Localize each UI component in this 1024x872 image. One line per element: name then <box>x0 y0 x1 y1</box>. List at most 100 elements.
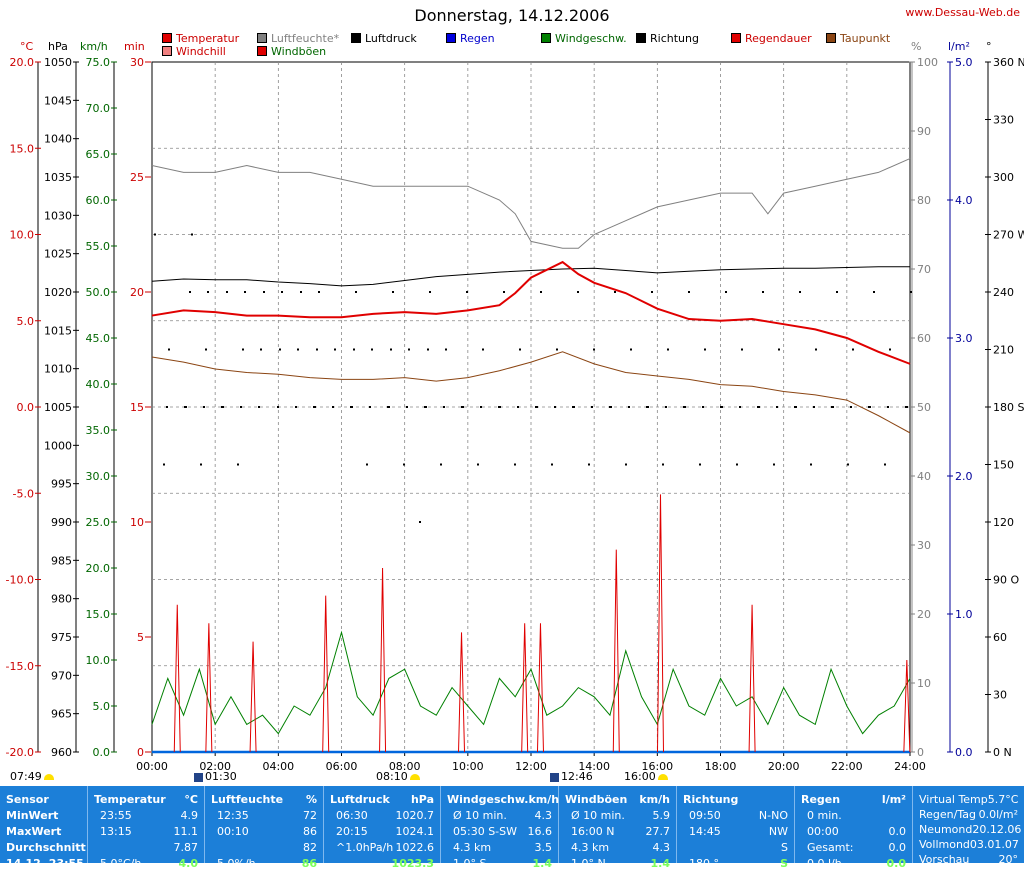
humidity-axis-tick-label: 100 <box>917 56 938 69</box>
gust-column: Windböen km/h Ø 10 min. 5.9 16:00 N 27.7 4.3 k… <box>559 786 677 870</box>
rain-axis-tick-label: 3.0 <box>955 332 973 345</box>
direction-point <box>371 348 373 351</box>
direction-point <box>297 348 299 351</box>
direction-point <box>425 406 427 408</box>
minutes-axis-tick-label: 15 <box>130 401 144 414</box>
wind-axis-tick-label: 30.0 <box>86 470 111 483</box>
direction-point <box>237 463 239 466</box>
gust-spike <box>521 623 529 753</box>
direction-point <box>191 233 193 236</box>
direction-axis-tick-label: 240 <box>993 286 1014 299</box>
direction-point <box>869 406 871 408</box>
gust-spike <box>903 659 911 753</box>
pressure-row: ^1.0hPa/h 1022.6 <box>336 841 434 854</box>
direction-axis-tick-label: 360 N <box>993 56 1024 69</box>
wind-header: Windgeschw.km/h <box>447 793 560 806</box>
gust-spike <box>379 567 387 753</box>
direction-point <box>810 463 812 466</box>
humidity-axis-tick-label: 70 <box>917 263 931 276</box>
direction-point <box>873 291 875 293</box>
pressure-row: 20:15 1024.1 <box>336 825 434 838</box>
rain-axis-tick-label: 1.0 <box>955 608 973 621</box>
sunset-label: 16:00 <box>624 770 668 783</box>
direction-point <box>499 406 501 408</box>
site-link[interactable]: www.Dessau-Web.de <box>905 6 1020 19</box>
direction-row: 09:50 N-NO <box>689 809 788 822</box>
moonset-label: 12:46 <box>550 770 593 783</box>
humidity-axis-tick-label: 90 <box>917 125 931 138</box>
direction-point <box>168 348 170 351</box>
wind-axis-tick-label: 50.0 <box>86 286 111 299</box>
wind-axis-tick-label: 55.0 <box>86 240 111 253</box>
sunrise-label: 07:49 <box>10 770 54 783</box>
x-tick-label: 18:00 <box>705 760 737 773</box>
direction-point <box>593 348 595 351</box>
direction-point <box>836 291 838 293</box>
direction-point <box>665 406 667 408</box>
weather-chart: 20.015.010.05.00.0-5.0-10.0-15.0-20.0105… <box>6 56 1024 773</box>
unit-temp: °C <box>20 40 34 53</box>
pressure-axis-tick-label: 1040 <box>44 133 72 146</box>
direction-point <box>699 463 701 466</box>
direction-point <box>850 406 852 408</box>
direction-point <box>205 348 207 351</box>
legend-label: Regendauer <box>745 32 812 45</box>
unit-humidity: % <box>911 40 922 53</box>
legend-swatch <box>731 33 741 43</box>
sun-icon <box>409 774 420 780</box>
legend-windgeschw: Windgeschw. <box>541 32 627 45</box>
wind-axis-tick-label: 70.0 <box>86 102 111 115</box>
unit-pressure: hPa <box>48 40 68 53</box>
direction-point <box>887 406 889 408</box>
temperature-axis-tick-label: 20.0 <box>10 56 35 69</box>
gust-spike <box>536 623 544 753</box>
direction-point <box>910 291 912 293</box>
pressure-axis-tick-label: 1035 <box>44 171 72 184</box>
gust-spike <box>173 604 181 753</box>
direction-axis-tick-label: 330 <box>993 114 1014 127</box>
wind-row: 1.0° S 1.4 <box>453 857 552 870</box>
sun-icon <box>43 774 54 780</box>
stats-panel: Sensor MinWert MaxWert Durchschnitt 14.1… <box>0 786 1024 870</box>
extra-row: Vorschau 20° <box>919 853 1018 866</box>
direction-point <box>628 406 630 408</box>
x-tick-label: 12:00 <box>515 760 547 773</box>
gust-row: 4.3 km 4.3 <box>571 841 670 854</box>
direction-point <box>758 406 760 408</box>
wind-row: 05:30 S-SW 16.6 <box>453 825 552 838</box>
legend-label: Luftdruck <box>365 32 417 45</box>
temperature-row: 7.87 <box>173 841 199 854</box>
wind-axis-tick-label: 15.0 <box>86 608 111 621</box>
wind-axis-tick-label: 45.0 <box>86 332 111 345</box>
direction-point <box>466 291 468 293</box>
direction-point <box>353 348 355 351</box>
legend-label: Taupunkt <box>840 32 891 45</box>
direction-point <box>832 406 834 408</box>
rain-axis-tick-label: 0.0 <box>955 746 973 759</box>
wind-row: Ø 10 min. 4.3 <box>453 809 552 822</box>
temperature-column: Temperatur °C 23:55 4.9 13:15 11.1 7.87 5.0°C/h… <box>88 786 205 870</box>
direction-point <box>203 406 205 408</box>
direction-point <box>369 406 371 408</box>
direction-row: 180 ° S <box>689 857 788 870</box>
extra-column: Virtual Temp 5.7°C Regen/Tag 0.0l/m² Neumond… <box>913 786 1024 866</box>
direction-point <box>240 406 242 408</box>
direction-axis-tick-label: 120 <box>993 516 1014 529</box>
pressure-axis-tick-label: 970 <box>51 669 72 682</box>
direction-point <box>741 348 743 351</box>
direction-point <box>427 348 429 351</box>
legend-label: Luftfeuchte* <box>271 32 340 45</box>
direction-point <box>154 233 156 236</box>
wind-column: Windgeschw.km/h Ø 10 min. 4.3 05:30 S-SW 16.… <box>441 786 560 870</box>
wind-axis-tick-label: 20.0 <box>86 562 111 575</box>
extra-row: Virtual Temp 5.7°C <box>919 793 1019 806</box>
legend-label: Windböen <box>271 45 327 58</box>
rain-column: Regen l/m² 0 min. 00:00 0.0 Gesamt: 0.0 0.0 l/h… <box>795 786 913 870</box>
direction-row: S <box>781 841 788 854</box>
pressure-axis-tick-label: 990 <box>51 516 72 529</box>
legend-regen: Regen <box>446 32 495 45</box>
legend-swatch <box>636 33 646 43</box>
legend-windboeen: Windböen <box>257 45 326 58</box>
humidity-axis-tick-label: 80 <box>917 194 931 207</box>
direction-axis-tick-label: 150 <box>993 459 1014 472</box>
